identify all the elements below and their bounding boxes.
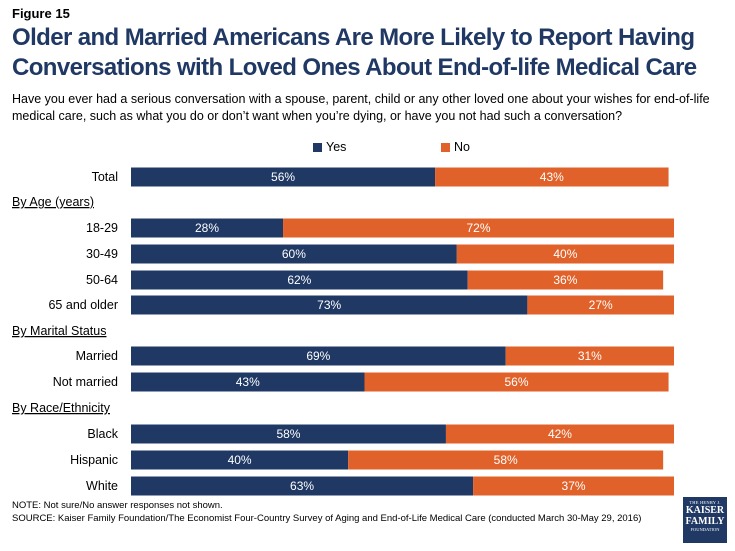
category-label: 65 and older xyxy=(48,298,118,312)
logo-line-2b: FAMILY xyxy=(685,516,725,527)
group-header: By Marital Status xyxy=(12,324,106,338)
group-header: By Age (years) xyxy=(12,195,94,209)
bar-yes xyxy=(131,372,365,392)
bar-no xyxy=(283,218,674,238)
category-label: Black xyxy=(87,427,118,441)
category-label: Hispanic xyxy=(70,453,118,467)
data-label-yes: 62% xyxy=(287,273,311,287)
legend-label-no: No xyxy=(454,140,470,154)
data-label-yes: 43% xyxy=(236,375,260,389)
category-label: Total xyxy=(92,170,118,184)
data-label-no: 27% xyxy=(589,298,613,312)
data-label-yes: 28% xyxy=(195,221,219,235)
bar-yes xyxy=(131,424,446,444)
stacked-bar-chart: Total 56% 43% By Age (years) 18-29 28% 72% 30-4… xyxy=(12,167,674,496)
bar-no xyxy=(364,372,669,392)
chart-title-line-2: Conversations with Loved Ones About End-… xyxy=(12,54,697,81)
bar-no xyxy=(505,346,674,366)
data-label-no: 31% xyxy=(578,349,602,363)
data-label-no: 43% xyxy=(540,170,564,184)
legend-label-yes: Yes xyxy=(326,140,347,154)
data-label-no: 37% xyxy=(562,479,586,493)
bar-no xyxy=(348,450,664,470)
group-header: By Race/Ethnicity xyxy=(12,401,111,415)
legend-swatch-no xyxy=(441,142,450,152)
data-label-no: 42% xyxy=(548,427,572,441)
data-label-no: 56% xyxy=(505,375,529,389)
bar-yes xyxy=(131,270,468,290)
bar-no xyxy=(527,295,674,315)
data-label-no: 40% xyxy=(553,247,577,261)
bar-no xyxy=(456,244,674,264)
logo-line-2a: KAISER xyxy=(685,505,725,516)
bar-yes xyxy=(131,244,457,264)
data-label-yes: 56% xyxy=(271,170,295,184)
category-label: 50-64 xyxy=(86,273,118,287)
bar-yes xyxy=(131,218,284,238)
chart-subtitle: Have you ever had a serious conversation… xyxy=(12,92,710,123)
data-label-yes: 69% xyxy=(306,349,330,363)
category-label: White xyxy=(86,479,118,493)
category-label: 18-29 xyxy=(86,221,118,235)
data-label-yes: 60% xyxy=(282,247,306,261)
bar-no xyxy=(435,167,669,187)
bar-no xyxy=(445,424,674,444)
logo-line-1: THE HENRY J. xyxy=(689,500,721,505)
kff-logo: THE HENRY J. KAISER FAMILY FOUNDATION xyxy=(683,497,727,543)
data-label-yes: 63% xyxy=(290,479,314,493)
data-label-no: 72% xyxy=(467,221,491,235)
bar-yes xyxy=(131,295,528,315)
chart-title-line-1: Older and Married Americans Are More Lik… xyxy=(12,24,695,51)
category-label: Not married xyxy=(53,375,118,389)
legend: Yes No xyxy=(0,140,735,156)
bar-yes xyxy=(131,167,436,187)
data-label-yes: 58% xyxy=(276,427,300,441)
category-label: 30-49 xyxy=(86,247,118,261)
bar-yes xyxy=(131,450,349,470)
data-label-yes: 40% xyxy=(228,453,252,467)
legend-swatch-yes xyxy=(313,142,322,152)
legend-item-yes: Yes xyxy=(313,140,346,154)
data-label-yes: 73% xyxy=(317,298,341,312)
chart-title: Older and Married Americans Are More Lik… xyxy=(12,23,727,83)
bar-yes xyxy=(131,476,474,496)
data-label-no: 36% xyxy=(553,273,577,287)
bar-no xyxy=(467,270,664,290)
bar-yes xyxy=(131,346,506,366)
logo-line-3: FOUNDATION xyxy=(690,527,720,532)
footer: NOTE: Not sure/No answer responses not s… xyxy=(12,500,672,525)
footer-source: SOURCE: Kaiser Family Foundation/The Eco… xyxy=(12,512,642,524)
category-label: Married xyxy=(76,349,118,363)
legend-item-no: No xyxy=(441,140,470,154)
data-label-no: 58% xyxy=(494,453,518,467)
footer-note: NOTE: Not sure/No answer responses not s… xyxy=(12,500,223,511)
figure-label: Figure 15 xyxy=(12,6,70,21)
bar-no xyxy=(473,476,674,496)
